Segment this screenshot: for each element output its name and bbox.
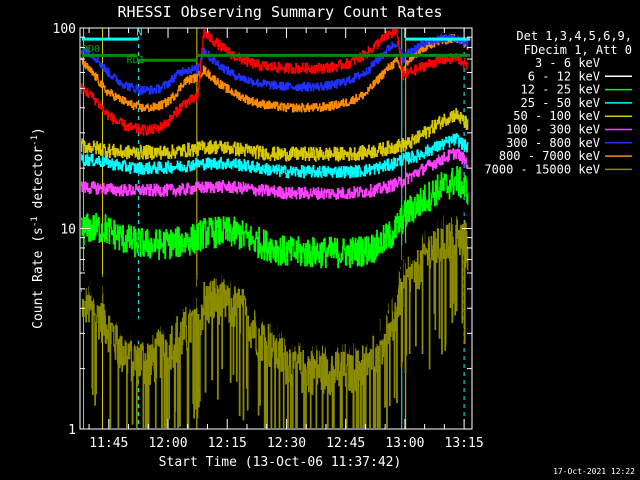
x-tick-label: 13:15 bbox=[445, 436, 484, 451]
legend-header-line-2: FDecim 1, Att 0 bbox=[524, 43, 632, 57]
x-axis-label: Start Time (13-Oct-06 11:37:42) bbox=[159, 455, 402, 470]
series-line-cyan bbox=[81, 133, 469, 179]
y-tick-label: 1 bbox=[68, 423, 76, 438]
legend-label: 25 - 50 keV bbox=[521, 96, 600, 110]
legend-label: 50 - 100 keV bbox=[513, 109, 600, 123]
series-line-yellow bbox=[81, 108, 469, 162]
series-line-blue bbox=[81, 33, 469, 95]
attenuator-bars bbox=[81, 37, 471, 62]
x-tick-label: 13:00 bbox=[385, 436, 424, 451]
legend-label: 300 - 800 keV bbox=[506, 136, 600, 150]
y-tick-label: 100 bbox=[53, 22, 76, 37]
x-tick-label: 12:00 bbox=[148, 436, 187, 451]
x-tick-label: 12:30 bbox=[267, 436, 306, 451]
x-axis: 11:45 12:00 12:15 12:30 12:45 13:00 13:15 bbox=[88, 28, 484, 451]
series-line-black bbox=[81, 186, 469, 356]
y-axis: 1 10 100 bbox=[53, 22, 472, 438]
legend-label: 6 - 12 keV bbox=[528, 69, 600, 83]
legend-label: 12 - 25 keV bbox=[521, 83, 600, 97]
series-line-red bbox=[81, 29, 469, 136]
x-tick-label: 12:15 bbox=[208, 436, 247, 451]
chart-title: RHESSI Observing Summary Count Rates bbox=[117, 3, 442, 21]
legend-header-line-1: Det 1,3,4,5,6,9, bbox=[516, 29, 632, 43]
x-tick-label: 11:45 bbox=[89, 436, 128, 451]
legend-label: 7000 - 15000 keV bbox=[484, 162, 600, 176]
x-tick-label: 12:45 bbox=[326, 436, 365, 451]
series-line-magenta bbox=[81, 148, 469, 200]
legend: Det 1,3,4,5,6,9, FDecim 1, Att 0 3 - 6 k… bbox=[484, 29, 632, 176]
annotation-rd1: RD1 bbox=[127, 55, 145, 66]
series-layer bbox=[81, 29, 469, 428]
plot-area: RD0 RD1 N bbox=[79, 27, 473, 430]
y-axis-label: Count Rate (s-1 detector-1) bbox=[30, 127, 46, 329]
series-line-olive bbox=[81, 214, 469, 428]
series-line-green bbox=[81, 165, 469, 269]
legend-label: 800 - 7000 keV bbox=[499, 149, 600, 163]
annotation-n: N bbox=[136, 27, 142, 38]
annotation-rd0: RD0 bbox=[82, 44, 100, 55]
annotations: RD0 RD1 N bbox=[82, 27, 145, 66]
legend-label: 3 - 6 keV bbox=[535, 56, 600, 70]
y-tick-label: 10 bbox=[60, 223, 76, 238]
timestamp: 17-Oct-2021 12:22 bbox=[553, 467, 635, 476]
legend-label: 100 - 300 keV bbox=[506, 123, 600, 137]
